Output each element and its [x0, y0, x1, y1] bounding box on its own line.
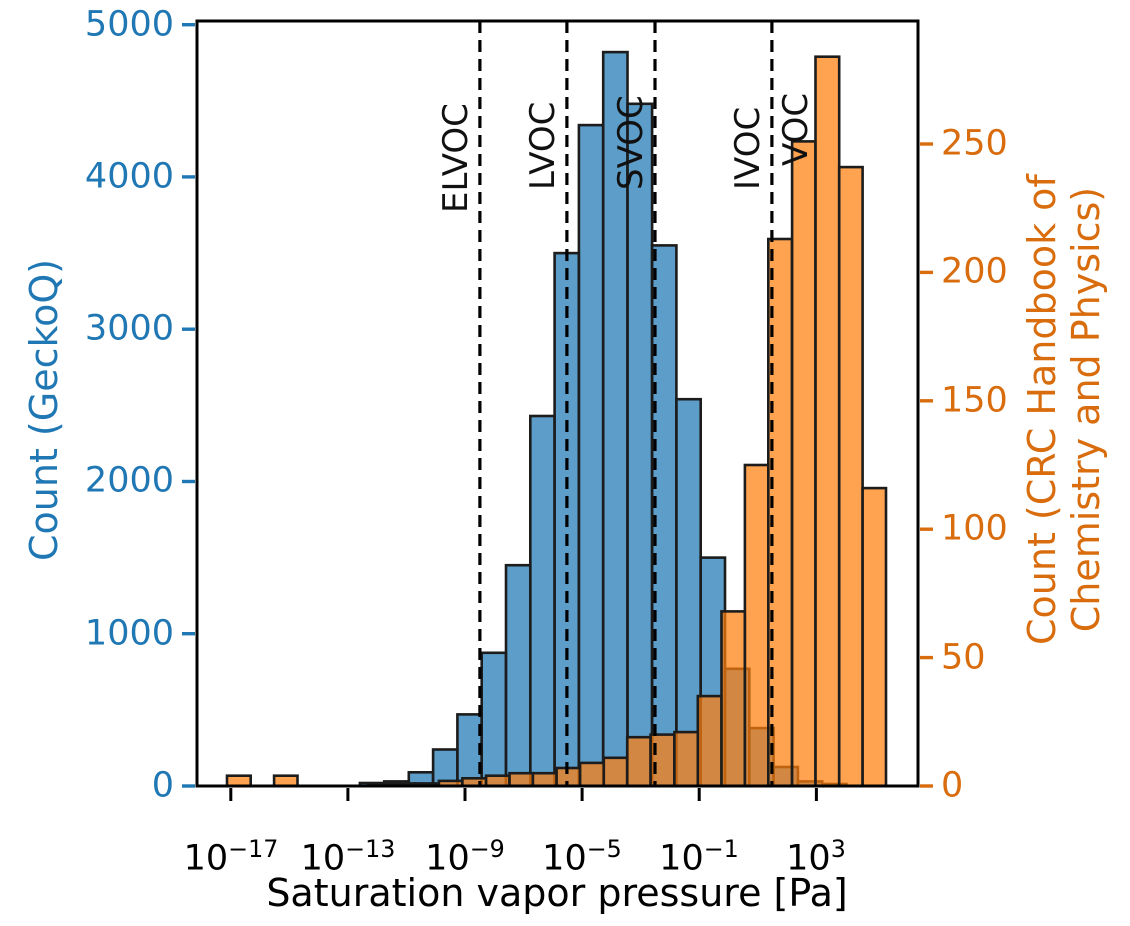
- x-tick-label: 103: [786, 835, 846, 879]
- right-y-tick-label: 200: [941, 251, 1008, 292]
- left-y-axis-label: Count (GeckoQ): [22, 258, 66, 561]
- crc-histogram-bar: [766, 237, 794, 788]
- left-y-tick-label: 5000: [84, 4, 174, 45]
- crc-histogram-bar: [225, 774, 253, 788]
- left-y-tick-label: 2000: [84, 460, 174, 501]
- crc-histogram-bar: [743, 463, 770, 788]
- crc-histogram-bar: [578, 761, 606, 788]
- class-label-svoc: SVOC: [611, 95, 651, 190]
- left-y-tick-label: 4000: [84, 156, 174, 197]
- right-y-axis-label: Count (CRC Handbook of Chemistry and Phy…: [1020, 174, 1108, 645]
- right-y-axis-label-line1: Count (CRC Handbook of: [1020, 174, 1064, 645]
- right-y-tick-label: 50: [941, 637, 986, 678]
- x-tick-label: 10−13: [300, 835, 396, 879]
- geckoq-histogram-bar: [456, 713, 483, 788]
- left-y-tick-label: 1000: [84, 613, 174, 654]
- geckoq-histogram-bar: [504, 563, 532, 788]
- crc-histogram-bar: [861, 486, 888, 788]
- geckoq-histogram-bar: [528, 414, 556, 788]
- left-y-tick-label: 0: [151, 765, 174, 806]
- class-label-lvoc: LVOC: [523, 101, 563, 190]
- crc-histogram-bar: [649, 733, 676, 788]
- class-label-voc: VOC: [776, 92, 816, 166]
- crc-histogram-bar: [696, 694, 723, 788]
- x-tick-label: 10−5: [542, 835, 622, 879]
- geckoq-histogram-bar: [626, 102, 654, 788]
- class-label-elvoc: ELVOC: [436, 103, 476, 213]
- class-label-ivoc: IVOC: [728, 106, 768, 190]
- right-y-axis-label-line2: Chemistry and Physics): [1064, 186, 1108, 633]
- left-y-tick-label: 3000: [84, 308, 174, 349]
- right-y-tick-label: 150: [941, 380, 1008, 421]
- crc-histogram-bar: [602, 756, 629, 788]
- crc-histogram-bar: [673, 730, 700, 788]
- x-tick-label: 10−17: [183, 835, 279, 879]
- right-y-tick-label: 250: [941, 123, 1008, 164]
- geckoq-histogram-bar: [577, 123, 605, 788]
- x-tick-label: 10−1: [659, 835, 739, 879]
- crc-histogram-bar: [720, 610, 747, 788]
- plot-spines: [195, 19, 920, 788]
- crc-histogram-bar: [531, 771, 558, 788]
- x-tick-label: 10−9: [425, 835, 505, 879]
- crc-histogram-bar: [790, 140, 817, 788]
- geckoq-histogram-bar: [480, 651, 508, 788]
- right-y-tick-label: 100: [941, 508, 1008, 549]
- crc-histogram-bar: [814, 55, 841, 788]
- crc-histogram-bar: [508, 771, 535, 788]
- crc-histogram-bar: [625, 735, 652, 788]
- crc-histogram-bar: [484, 774, 511, 788]
- x-axis-label: Saturation vapor pressure [Pa]: [266, 871, 848, 915]
- crc-histogram-bar: [272, 774, 299, 788]
- right-y-tick-label: 0: [941, 765, 964, 806]
- crc-histogram-bar: [837, 165, 864, 788]
